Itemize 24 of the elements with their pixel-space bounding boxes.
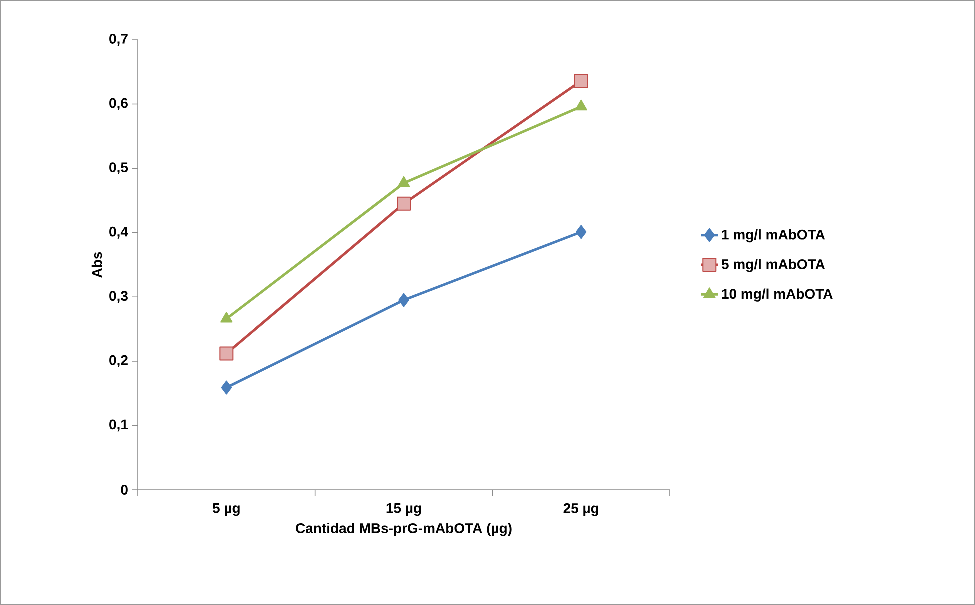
y-tick-label: 0,7: [110, 34, 128, 46]
y-tick-label: 0,2: [110, 355, 128, 368]
point: [575, 100, 588, 111]
y-tick-label: 0,4: [110, 226, 128, 239]
point: [398, 176, 410, 188]
y-tick-label: 0: [121, 485, 128, 495]
legend-label: 5 mg/l mAbOTA: [722, 259, 826, 272]
point: [576, 225, 587, 240]
x-tick-label: 15 µg: [386, 504, 422, 516]
y-tick-label: 0,1: [110, 420, 128, 432]
point: [398, 293, 410, 308]
y-axis-title: Abs: [92, 252, 102, 278]
y-tick-label: 0,3: [110, 291, 128, 304]
point: [221, 380, 232, 395]
point: [220, 346, 234, 361]
y-tick-label: 0,6: [110, 98, 128, 110]
x-tick-label: 25 µg: [564, 504, 598, 516]
legend-label: 10 mg/l mAbOTA: [722, 288, 833, 302]
point: [397, 196, 412, 211]
y-tick-label: 0,5: [110, 162, 128, 175]
x-axis-title: Cantidad MBs-prG-mAbOTA (µg): [296, 523, 512, 536]
legend-label: 1 mg/l mAbOTA: [722, 230, 826, 243]
point: [574, 74, 588, 88]
x-tick-label: 5 µg: [212, 504, 240, 516]
